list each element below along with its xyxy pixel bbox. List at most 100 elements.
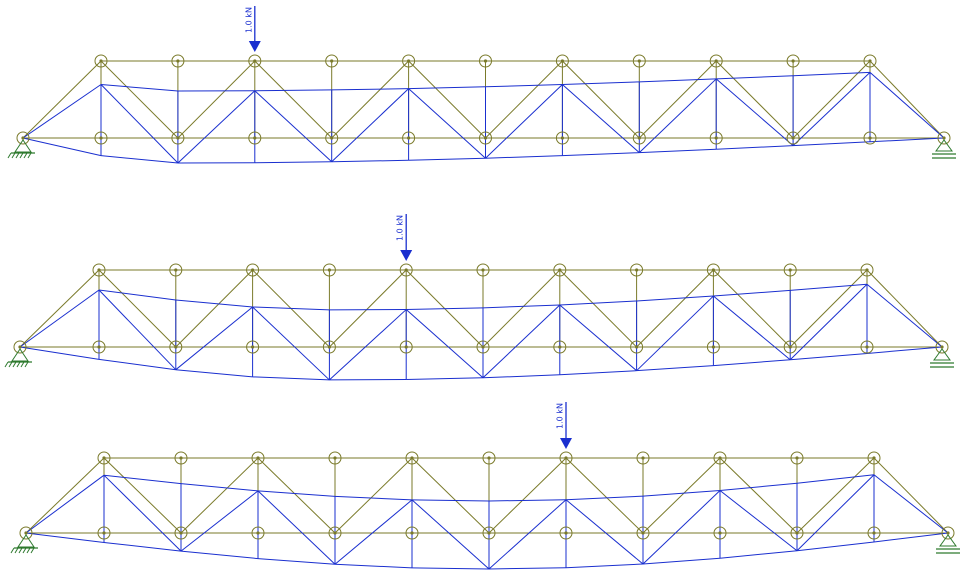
top-node-dot	[560, 59, 565, 63]
bottom-node-dot	[637, 136, 641, 140]
bottom-node-dot	[404, 345, 408, 349]
top-node	[94, 54, 108, 68]
top-node-dot	[872, 456, 876, 460]
deformed-member	[98, 358, 176, 371]
deformed-member	[559, 300, 637, 306]
deformed-member	[22, 137, 102, 157]
deformed-member	[636, 365, 714, 372]
deformed-member	[719, 550, 798, 559]
deformed-member	[559, 304, 637, 372]
undeformed-member	[100, 60, 179, 139]
top-node	[553, 263, 567, 277]
bottom-node	[174, 526, 188, 540]
bottom-node-dot	[641, 531, 645, 535]
deformed-member	[175, 369, 253, 378]
pin-support-hatch	[18, 547, 23, 554]
deformed-member	[98, 289, 176, 301]
deformed-member	[869, 71, 945, 139]
top-node-dot	[251, 268, 255, 272]
pin-support-hatch	[15, 152, 20, 159]
undeformed-member	[866, 269, 943, 348]
deformed-member	[103, 474, 182, 485]
top-node	[322, 263, 336, 277]
top-node	[632, 54, 646, 68]
deformed-member	[180, 483, 259, 492]
bottom-node-dot	[558, 345, 562, 349]
bottom-node	[482, 526, 496, 540]
pin-support-hatch	[8, 361, 13, 368]
bottom-node	[709, 131, 723, 145]
deformed-member	[790, 283, 868, 291]
top-node-dot	[718, 456, 722, 460]
deformed-member	[636, 295, 714, 302]
deformed-member	[562, 81, 640, 86]
deformed-member	[636, 295, 714, 372]
bottom-node-dot	[174, 345, 178, 349]
load-arrow-icon	[400, 250, 413, 261]
truss-panel-3: 1.0 kN	[10, 402, 960, 570]
deformed-member	[642, 490, 721, 497]
deformed-member	[869, 137, 945, 143]
deformed-member	[793, 71, 871, 77]
undeformed-member	[408, 60, 486, 139]
top-node	[174, 451, 188, 465]
undeformed-member	[869, 60, 945, 139]
undeformed-member	[565, 457, 644, 534]
bottom-node-dot	[21, 136, 25, 140]
bottom-node	[94, 131, 108, 145]
bottom-node-dot	[865, 345, 869, 349]
top-node	[399, 263, 413, 277]
pin-support-hatch	[19, 152, 24, 159]
top-node	[867, 451, 881, 465]
bottom-node	[171, 131, 185, 145]
bottom-node	[783, 340, 797, 354]
load-label: 1.0 kN	[244, 7, 253, 33]
deformed-member	[254, 90, 333, 163]
bottom-node	[630, 340, 644, 354]
bottom-node-dot	[251, 345, 255, 349]
bottom-node-dot	[487, 531, 491, 535]
undeformed-member	[485, 60, 563, 139]
deformed-member	[25, 474, 105, 534]
truss-panel-2: 1.0 kN	[4, 214, 954, 381]
top-node-dot	[795, 456, 799, 460]
bottom-node-dot	[868, 136, 872, 140]
top-node	[482, 451, 496, 465]
undeformed-member	[411, 457, 490, 534]
top-node	[171, 54, 185, 68]
bottom-node	[322, 340, 336, 354]
undeformed-member	[22, 60, 102, 139]
bottom-node	[399, 340, 413, 354]
top-node	[786, 54, 800, 68]
load-label: 1.0 kN	[396, 215, 405, 241]
deformed-member	[334, 499, 413, 565]
undeformed-member	[175, 269, 253, 348]
pin-support-icon	[17, 534, 35, 548]
pin-support-hatch	[30, 547, 35, 554]
deformed-member	[715, 78, 794, 147]
bottom-node-dot	[410, 531, 414, 535]
undeformed-member	[254, 60, 333, 139]
deformed-member	[254, 89, 332, 92]
top-node	[555, 54, 569, 68]
roller-support-icon	[935, 139, 953, 152]
deformed-member	[485, 155, 563, 159]
bottom-node	[169, 340, 183, 354]
bottom-node	[941, 526, 955, 540]
pin-support-hatch	[16, 361, 21, 368]
deformed-member	[98, 289, 177, 371]
bottom-node	[636, 526, 650, 540]
deformed-member	[180, 490, 259, 552]
deformed-member	[257, 490, 336, 497]
top-node-dot	[487, 456, 491, 460]
bottom-node-dot	[102, 531, 106, 535]
top-node	[636, 451, 650, 465]
deformed-member	[638, 78, 717, 154]
load-arrow-icon	[560, 438, 572, 449]
undeformed-member	[642, 457, 721, 534]
bottom-node	[16, 131, 30, 145]
top-node	[709, 54, 723, 68]
deformed-member	[559, 370, 637, 376]
bottom-node-dot	[176, 136, 180, 140]
